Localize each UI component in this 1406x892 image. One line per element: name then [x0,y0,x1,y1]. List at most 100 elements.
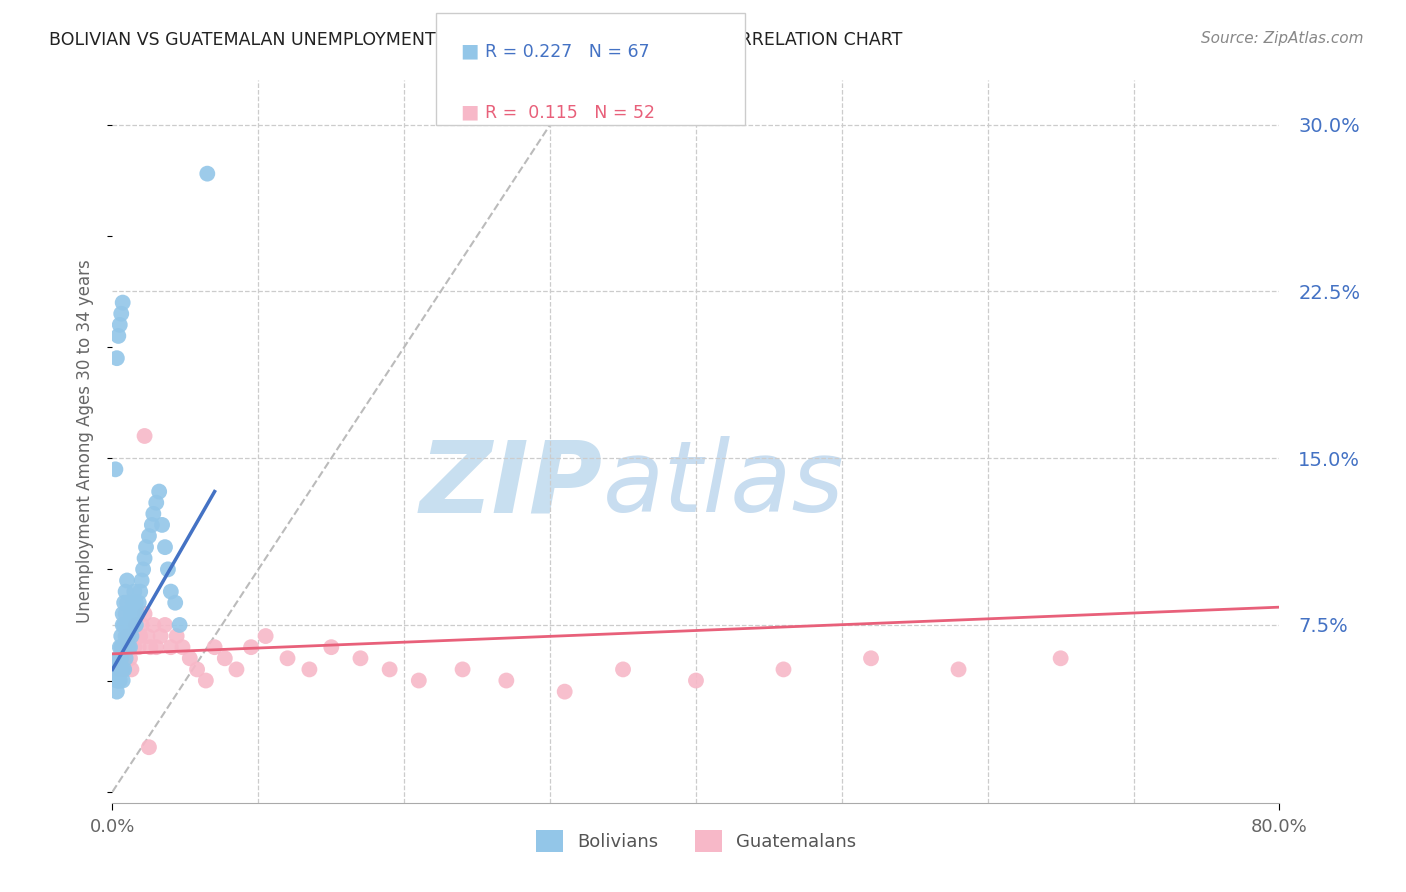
Point [131,618,153,632]
Point [240,640,263,655]
Point [118,651,141,665]
Point [110,629,132,643]
Point [195,167,218,181]
Point [112,596,135,610]
Legend: Bolivians, Guatemalans: Bolivians, Guatemalans [529,822,863,859]
Point [132,562,155,576]
Point [111,651,134,665]
Point [145,496,167,510]
Text: ■: ■ [460,41,478,60]
Point [114,651,136,665]
Point [112,618,135,632]
Point [111,662,134,676]
Point [214,651,236,665]
Point [111,618,134,632]
Point [169,618,191,632]
Point [160,640,183,655]
Point [128,596,150,610]
Text: BOLIVIAN VS GUATEMALAN UNEMPLOYMENT AMONG AGES 30 TO 34 YEARS CORRELATION CHART: BOLIVIAN VS GUATEMALAN UNEMPLOYMENT AMON… [49,31,903,49]
Point [138,740,160,755]
Point [194,673,217,688]
Point [131,574,153,588]
Point [349,651,371,665]
Point [150,517,173,532]
Point [107,329,129,343]
Point [120,607,142,621]
Point [108,318,131,332]
Point [115,574,138,588]
Point [107,662,129,676]
Point [120,662,142,676]
Point [125,618,148,632]
Point [107,673,129,688]
Point [117,629,139,643]
Point [127,607,149,621]
Point [145,640,167,655]
Text: ZIP: ZIP [419,436,603,533]
Point [141,517,163,532]
Point [612,662,634,676]
Point [135,540,157,554]
Point [114,607,136,621]
Point [276,651,298,665]
Point [122,596,145,610]
Point [104,462,127,476]
Text: R = 0.227   N = 67: R = 0.227 N = 67 [485,43,650,61]
Point [134,551,156,566]
Point [136,629,159,643]
Point [104,662,127,676]
Point [860,651,883,665]
Point [451,662,474,676]
Point [153,540,176,554]
Point [117,640,139,655]
Point [124,607,146,621]
Point [105,684,128,698]
Point [124,584,146,599]
Point [115,596,138,610]
Point [105,673,128,688]
Point [115,618,138,632]
Point [114,584,136,599]
Point [128,640,150,655]
Point [378,662,401,676]
Point [127,629,149,643]
Point [179,651,201,665]
Y-axis label: Unemployment Among Ages 30 to 34 years: Unemployment Among Ages 30 to 34 years [76,260,94,624]
Point [111,640,134,655]
Point [112,640,135,655]
Point [134,607,156,621]
Point [148,484,170,499]
Point [111,295,134,310]
Point [125,596,148,610]
Point [108,673,131,688]
Point [108,651,131,665]
Point [111,673,134,688]
Point [160,584,183,599]
Point [166,629,188,643]
Point [112,662,135,676]
Point [124,640,146,655]
Point [1049,651,1071,665]
Point [114,640,136,655]
Point [122,629,145,643]
Point [118,640,141,655]
Point [111,607,134,621]
Point [108,662,131,676]
Point [114,629,136,643]
Point [120,629,142,643]
Point [110,307,132,321]
Point [112,662,135,676]
Point [117,640,139,655]
Point [122,618,145,632]
Point [110,662,132,676]
Point [204,640,226,655]
Point [554,684,576,698]
Point [139,640,162,655]
Point [156,562,179,576]
Point [110,651,132,665]
Point [110,640,132,655]
Text: atlas: atlas [603,436,844,533]
Point [107,651,129,665]
Point [134,429,156,443]
Text: Source: ZipAtlas.com: Source: ZipAtlas.com [1201,31,1364,46]
